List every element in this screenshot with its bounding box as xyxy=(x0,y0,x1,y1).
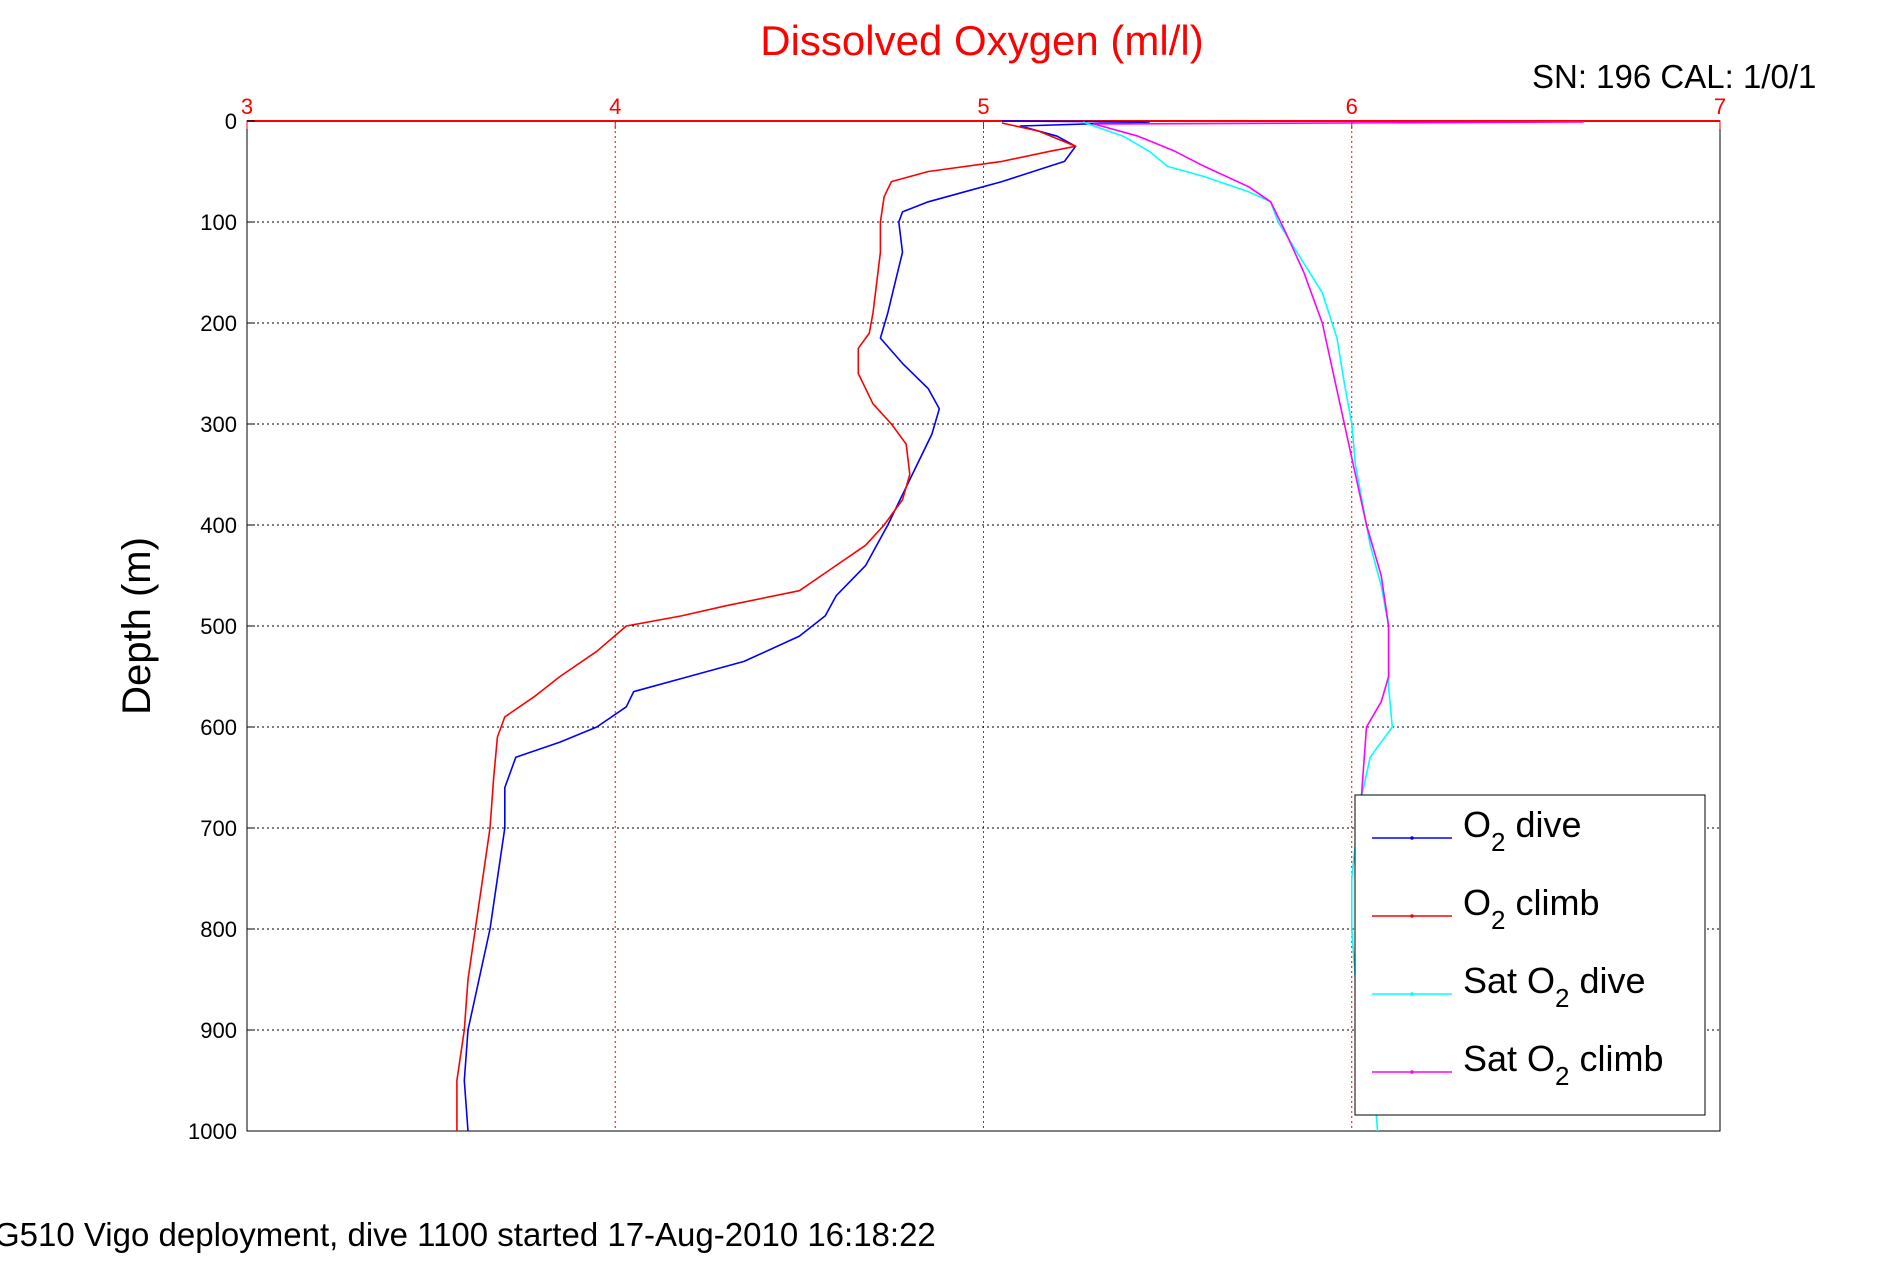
legend-label-main: Sat O xyxy=(1463,960,1555,1001)
y-tick-label: 800 xyxy=(200,917,237,942)
legend-label: O2 climb xyxy=(1463,882,1600,935)
legend-box xyxy=(1354,794,1706,1116)
y-tick-label: 500 xyxy=(200,614,237,639)
legend-marker xyxy=(1410,1070,1414,1074)
y-tick-label: 900 xyxy=(200,1018,237,1043)
legend-label-rest: climb xyxy=(1570,1038,1664,1079)
legend-label: Sat O2 climb xyxy=(1463,1038,1664,1091)
x-tick-label: 3 xyxy=(241,94,253,119)
serial-calibration-annotation: SN: 196 CAL: 1/0/1 xyxy=(1532,58,1816,95)
legend-label-rest: dive xyxy=(1505,804,1581,845)
legend-label-subscript: 2 xyxy=(1491,905,1505,935)
x-tick-label: 5 xyxy=(977,94,989,119)
y-axis-label: Depth (m) xyxy=(115,537,159,715)
x-tick-label: 7 xyxy=(1714,94,1726,119)
legend-marker xyxy=(1410,992,1414,996)
legend-label-subscript: 2 xyxy=(1555,1061,1569,1091)
legend-label-rest: dive xyxy=(1570,960,1646,1001)
y-tick-label: 400 xyxy=(200,513,237,538)
x-axis-ticks: 3 4 5 6 7 xyxy=(241,94,1726,129)
y-tick-label: 200 xyxy=(200,311,237,336)
legend-label-main: O xyxy=(1463,882,1491,923)
series-line-sat-o2-climb xyxy=(1093,121,1584,980)
y-tick-label: 100 xyxy=(200,210,237,235)
legend-marker xyxy=(1410,836,1414,840)
legend-label-rest: climb xyxy=(1505,882,1599,923)
series-layer xyxy=(456,120,1584,1132)
y-tick-label: 1000 xyxy=(188,1119,237,1144)
series-line-o2-dive xyxy=(463,120,1150,1132)
legend-marker xyxy=(1410,914,1414,918)
y-tick-label: 0 xyxy=(225,109,237,134)
x-tick-label: 4 xyxy=(609,94,621,119)
legend-label-main: O xyxy=(1463,804,1491,845)
y-tick-label: 300 xyxy=(200,412,237,437)
series-line-o2-climb xyxy=(456,122,1077,1131)
footer-caption: G510 Vigo deployment, dive 1100 started … xyxy=(0,1216,936,1253)
y-axis-ticks: 0 100 200 300 400 500 600 700 800 900 1000 xyxy=(188,109,255,1144)
legend-label-subscript: 2 xyxy=(1491,827,1505,857)
grid xyxy=(247,121,1720,1131)
series-line-sat-o2-dive xyxy=(1082,121,1394,1132)
x-tick-label: 6 xyxy=(1346,94,1358,119)
y-tick-label: 700 xyxy=(200,816,237,841)
legend-label-subscript: 2 xyxy=(1555,983,1569,1013)
legend-label: Sat O2 dive xyxy=(1463,960,1646,1013)
chart-title: Dissolved Oxygen (ml/l) xyxy=(760,17,1203,64)
legend-label: O2 dive xyxy=(1463,804,1582,857)
legend-label-main: Sat O xyxy=(1463,1038,1555,1079)
y-tick-label: 600 xyxy=(200,715,237,740)
